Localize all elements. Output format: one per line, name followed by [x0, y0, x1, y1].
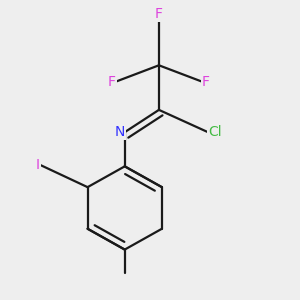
Text: N: N — [114, 125, 125, 139]
Text: F: F — [155, 7, 163, 21]
Text: Cl: Cl — [208, 125, 222, 139]
Text: F: F — [108, 75, 116, 88]
Text: I: I — [36, 158, 40, 172]
Text: F: F — [202, 75, 210, 88]
